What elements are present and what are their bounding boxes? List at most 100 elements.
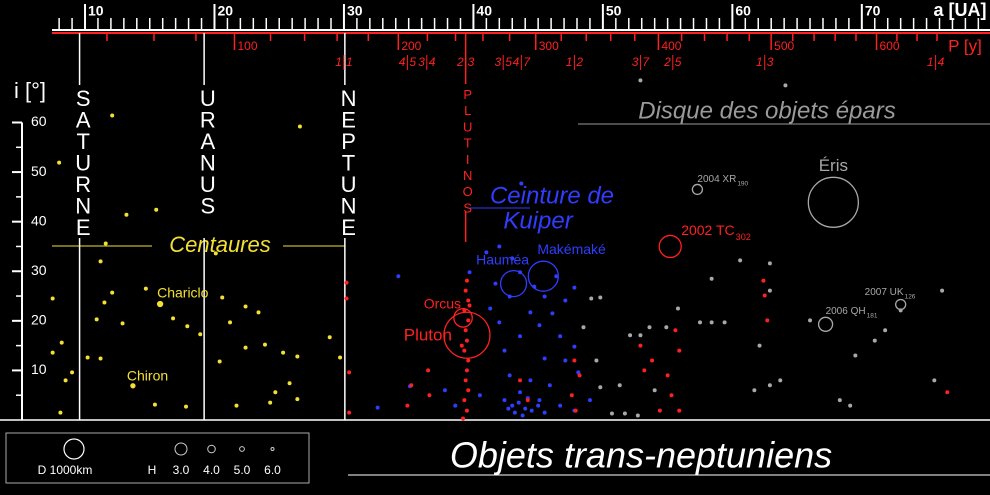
point [542,294,547,299]
point [243,304,248,309]
legend-h-label: H [148,463,157,477]
region-label: Centaures [169,232,271,257]
point [213,251,218,256]
point [295,397,300,402]
resonance-p: 4 [399,55,406,69]
point [94,317,99,322]
point [70,370,75,375]
point [883,328,888,333]
point [198,332,203,337]
resonance-p: 1 [927,55,934,69]
point [171,316,176,321]
resonance-q: 7 [642,55,650,69]
point [767,383,772,388]
point [767,261,772,266]
point [650,358,655,363]
point [520,413,525,418]
planet-name: NEPTUNE [336,86,361,237]
point [427,393,432,398]
point [657,408,662,413]
legend-size-circle [63,438,85,460]
point [268,400,273,405]
point [327,335,332,340]
resonance-q: 5 [409,55,416,69]
legend-h-circle [207,444,216,454]
point [262,342,267,347]
legend-h-circle [174,442,188,456]
point [464,338,469,343]
x-tick-label: 70 [865,3,881,19]
object-subscript: 302 [736,232,751,242]
object-label: 2007 UK [865,287,904,298]
named-object [156,300,164,308]
point [675,306,680,311]
named-object [527,260,559,292]
legend-size-label: D 1000km [38,463,93,477]
point [525,398,530,403]
point [537,323,542,328]
p-tick-label: 600 [880,39,900,53]
point [572,358,577,363]
point [50,350,55,355]
point [228,320,233,325]
point [647,325,652,330]
p-tick-label: 400 [661,39,681,53]
point [85,355,90,360]
resonance-p: 3 [632,55,639,69]
object-subscript: 126 [905,294,916,301]
point [477,393,482,398]
resonance-q: 4 [938,55,945,69]
point [217,359,222,364]
named-object [807,176,859,228]
point [50,296,55,301]
point [184,404,188,409]
point [638,333,643,338]
object-label: Chariclo [157,285,209,301]
point [523,406,528,411]
point [738,258,743,263]
named-object [130,383,136,389]
point [587,398,592,403]
point [628,333,633,338]
point [461,416,466,421]
point [572,344,577,349]
point [722,320,727,325]
point [808,318,813,323]
resonance-p: 4 [513,55,520,69]
named-object [691,183,704,196]
point [638,78,643,83]
resonance-p: 2 [456,55,464,69]
point [466,388,471,393]
point [761,278,766,283]
point [143,286,148,291]
point [220,295,225,300]
point [297,124,302,129]
point [554,274,559,279]
point [573,408,578,413]
point [464,278,469,283]
point [493,281,498,286]
point [453,403,458,408]
point [488,306,493,311]
point [484,250,489,255]
point [652,388,657,393]
point [932,378,937,383]
point [459,343,464,348]
resonance-p: 3 [418,55,425,69]
point [677,348,682,353]
resonance-q: 4 [429,55,436,69]
point [536,403,541,408]
point [642,368,647,373]
resonance-q: 3 [767,55,774,69]
resonance-q: 5 [675,55,682,69]
point [518,378,523,383]
point [765,318,770,323]
legend-h-value: 3.0 [173,463,190,477]
y-tick-label: 60 [31,113,47,129]
point [57,160,62,165]
point [338,355,343,360]
point [466,358,471,363]
point [837,398,842,403]
